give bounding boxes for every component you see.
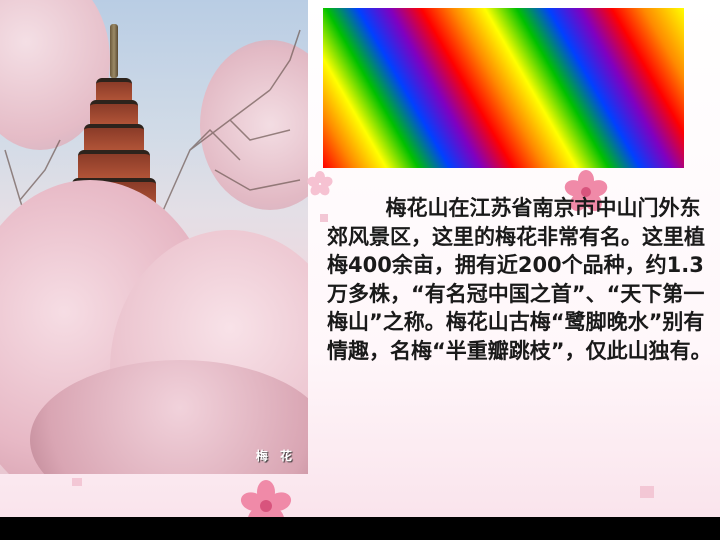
petal-decoration [320, 214, 328, 222]
pagoda [72, 24, 156, 214]
tree-branches [4, 29, 301, 261]
plum-blossom-pagoda-photo: 梅 花 [0, 0, 308, 474]
photo-caption: 梅 花 [255, 449, 296, 463]
petal-decoration [72, 478, 82, 486]
plum-flower-icon [564, 170, 608, 212]
petal-decoration [640, 486, 654, 498]
plum-flower-icon [307, 171, 333, 196]
bottom-bar [0, 517, 720, 540]
plum-mountain-description: 梅花山在江苏省南京市中山门外东郊风景区，这里的梅花非常有名。这里植梅400余亩，… [327, 196, 712, 363]
rainbow-gradient-panel [323, 8, 684, 168]
